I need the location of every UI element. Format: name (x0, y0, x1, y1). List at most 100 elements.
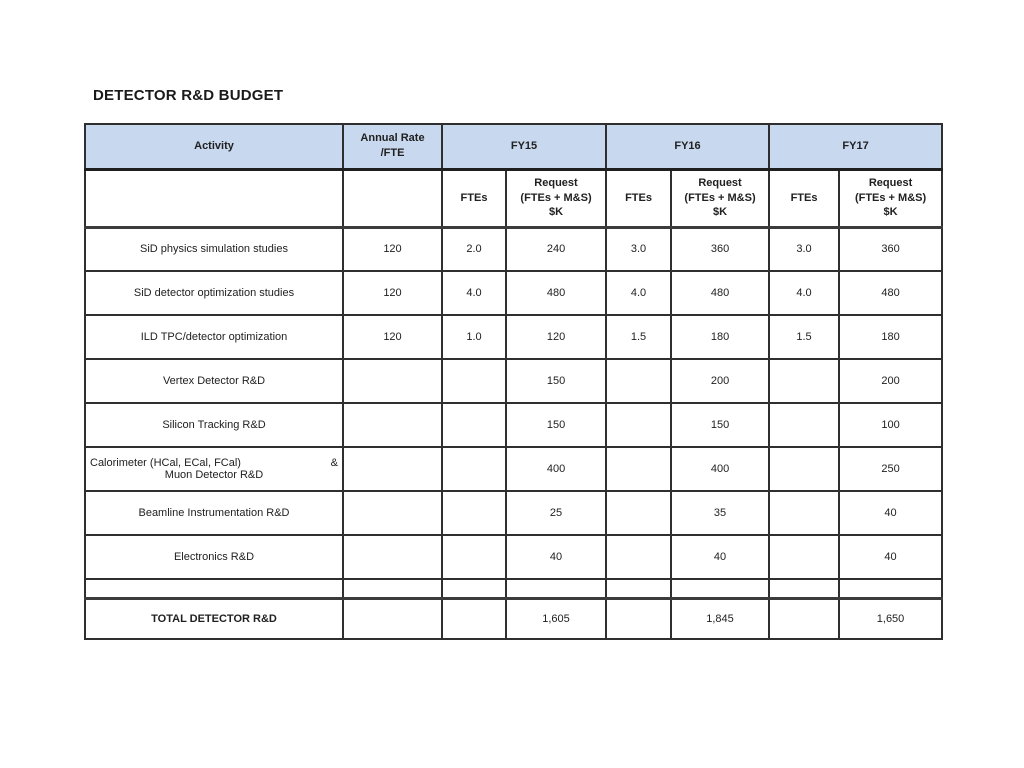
subheader-rate-empty (342, 168, 443, 229)
rate-cell: 120 (342, 270, 443, 316)
table-row: SiD physics simulation studies 120 2.0 2… (84, 226, 944, 272)
fy16-request-cell: 400 (670, 446, 771, 492)
fy16-request-cell: 150 (670, 402, 771, 448)
fy15-ftes-cell (441, 402, 507, 448)
activity-cell: Vertex Detector R&D (84, 358, 344, 404)
empty-cell (838, 578, 944, 599)
total-label: TOTAL DETECTOR R&D (84, 596, 344, 640)
table-row: SiD detector optimization studies 120 4.… (84, 270, 944, 316)
table-subheader-row: FTEs Request (FTEs + M&S) $K FTEs Reques… (84, 168, 944, 229)
request-line1: Request (868, 176, 913, 189)
activity-cell: ILD TPC/detector optimization (84, 314, 344, 360)
fy16-ftes-cell (605, 446, 673, 492)
table-row: Silicon Tracking R&D 150 150 100 (84, 402, 944, 448)
subheader-fy15-ftes: FTEs (441, 168, 507, 229)
request-line3: $K (712, 206, 728, 219)
rate-cell: 120 (342, 226, 443, 272)
total-fy17-ftes-cell (768, 596, 841, 640)
fy15-ftes-cell (441, 534, 507, 580)
activity-cell: Beamline Instrumentation R&D (84, 490, 344, 536)
request-line3: $K (883, 206, 898, 219)
total-fy16-ftes-cell (605, 596, 673, 640)
empty-cell (670, 578, 771, 599)
fy17-ftes-cell (768, 446, 841, 492)
rate-cell (342, 534, 443, 580)
fy15-ftes-cell: 2.0 (441, 226, 507, 272)
table-header-row: Activity Annual Rate /FTE FY15 FY16 FY17 (84, 123, 944, 171)
header-annual-rate: Annual Rate /FTE (342, 123, 443, 171)
subheader-fy17-ftes: FTEs (768, 168, 841, 229)
fy15-request-cell: 25 (504, 490, 608, 536)
fy16-ftes-cell: 1.5 (605, 314, 673, 360)
request-line2: (FTEs + M&S) (684, 191, 756, 204)
fy17-ftes-cell: 3.0 (768, 226, 841, 272)
request-line1: Request (698, 176, 742, 189)
fy16-request-cell: 480 (670, 270, 771, 316)
fy16-request-cell: 40 (670, 534, 771, 580)
empty-cell (342, 578, 443, 599)
fy16-ftes-cell (605, 402, 673, 448)
request-line2: (FTEs + M&S) (520, 191, 592, 204)
header-activity: Activity (84, 123, 344, 171)
fy17-ftes-cell (768, 358, 841, 404)
activity-cell: Electronics R&D (84, 534, 344, 580)
subheader-fy15-request: Request (FTEs + M&S) $K (504, 168, 608, 229)
fy15-ftes-cell (441, 446, 507, 492)
activity-ampersand: & (330, 457, 338, 469)
fy17-ftes-cell: 4.0 (768, 270, 841, 316)
empty-cell (605, 578, 673, 599)
rate-cell (342, 402, 443, 448)
fy16-request-cell: 35 (670, 490, 771, 536)
activity-line2-text: Muon Detector R&D (164, 469, 264, 481)
table-row: Vertex Detector R&D 150 200 200 (84, 358, 944, 404)
fy16-request-cell: 180 (670, 314, 771, 360)
fy15-request-cell: 400 (504, 446, 608, 492)
rate-cell (342, 446, 443, 492)
subheader-fy16-ftes: FTEs (605, 168, 673, 229)
rate-cell (342, 490, 443, 536)
rate-cell (342, 358, 443, 404)
fy15-ftes-cell (441, 358, 507, 404)
request-line2: (FTEs + M&S) (854, 191, 927, 204)
fy15-request-cell: 240 (504, 226, 608, 272)
page-title: DETECTOR R&D BUDGET (93, 87, 284, 104)
fy15-request-cell: 150 (504, 358, 608, 404)
header-fy17: FY17 (768, 123, 944, 171)
activity-cell: Silicon Tracking R&D (84, 402, 344, 448)
fy15-request-cell: 120 (504, 314, 608, 360)
empty-cell (768, 578, 841, 599)
fy17-request-cell: 360 (838, 226, 944, 272)
fy17-ftes-cell (768, 402, 841, 448)
subheader-fy16-request: Request (FTEs + M&S) $K (670, 168, 771, 229)
subheader-activity-empty (84, 168, 344, 229)
table-row: ILD TPC/detector optimization 120 1.0 12… (84, 314, 944, 360)
fy17-ftes-cell: 1.5 (768, 314, 841, 360)
fy16-ftes-cell: 3.0 (605, 226, 673, 272)
fy15-ftes-cell: 1.0 (441, 314, 507, 360)
header-annual-rate-line2: /FTE (380, 147, 405, 160)
table-row: Beamline Instrumentation R&D 25 35 40 (84, 490, 944, 536)
activity-cell: SiD physics simulation studies (84, 226, 344, 272)
fy16-ftes-cell (605, 358, 673, 404)
header-fy16: FY16 (605, 123, 771, 171)
fy15-request-cell: 150 (504, 402, 608, 448)
fy15-ftes-cell: 4.0 (441, 270, 507, 316)
fy17-request-cell: 40 (838, 490, 944, 536)
fy17-request-cell: 100 (838, 402, 944, 448)
table-row: Calorimeter (HCal, ECal, FCal) & Muon De… (84, 446, 944, 492)
total-fy15-ftes-cell (441, 596, 507, 640)
activity-line1-text: Calorimeter (HCal, ECal, FCal) (90, 457, 241, 469)
fy16-ftes-cell: 4.0 (605, 270, 673, 316)
fy17-request-cell: 250 (838, 446, 944, 492)
table-row: Electronics R&D 40 40 40 (84, 534, 944, 580)
empty-cell (84, 578, 344, 599)
empty-cell (504, 578, 608, 599)
fy16-ftes-cell (605, 490, 673, 536)
fy17-request-cell: 40 (838, 534, 944, 580)
total-fy17-request-cell: 1,650 (838, 596, 944, 640)
fy17-request-cell: 200 (838, 358, 944, 404)
fy15-ftes-cell (441, 490, 507, 536)
total-fy15-request-cell: 1,605 (504, 596, 608, 640)
fy16-ftes-cell (605, 534, 673, 580)
fy17-request-cell: 180 (838, 314, 944, 360)
